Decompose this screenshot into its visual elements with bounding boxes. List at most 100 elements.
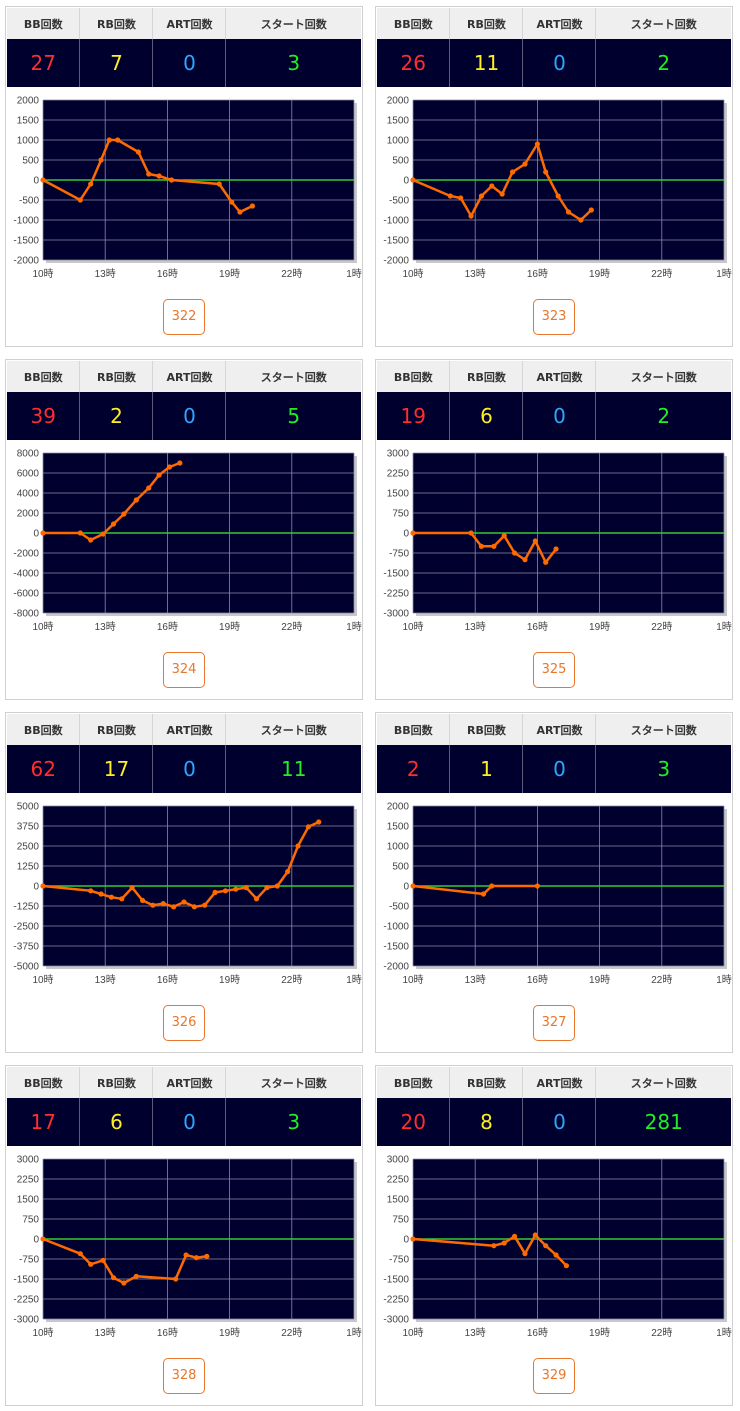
stats-table: BB回数 RB回数 ART回数 スタート回数 27 7 0 3 xyxy=(7,8,361,87)
data-point xyxy=(160,901,166,907)
y-tick-label: 1000 xyxy=(387,136,410,147)
machine-number-button[interactable]: 326 xyxy=(163,1005,205,1041)
data-point xyxy=(285,869,291,875)
machine-number-button[interactable]: 322 xyxy=(163,299,205,335)
y-tick-label: 5000 xyxy=(17,802,40,813)
bb-header: BB回数 xyxy=(7,1067,81,1098)
rb-header: RB回数 xyxy=(79,8,154,39)
y-tick-label: -750 xyxy=(389,1255,409,1266)
rb-count: 1 xyxy=(449,745,524,793)
data-point xyxy=(543,1243,549,1249)
x-tick-label: 10時 xyxy=(402,974,423,986)
data-point xyxy=(229,199,235,205)
data-point xyxy=(468,530,474,536)
y-tick-label: -2000 xyxy=(383,962,409,973)
y-tick-label: 1500 xyxy=(17,116,40,127)
series-line xyxy=(413,531,558,564)
x-tick-label: 16時 xyxy=(157,268,178,280)
x-tick-label: 1時 xyxy=(716,1327,732,1339)
data-point xyxy=(295,843,301,849)
data-point xyxy=(135,149,141,155)
data-point xyxy=(202,902,208,908)
series-line xyxy=(412,884,538,896)
y-tick-label: 1500 xyxy=(387,1195,410,1206)
data-point xyxy=(305,824,311,830)
bb-header: BB回数 xyxy=(377,361,451,392)
y-tick-label: -1000 xyxy=(13,216,39,227)
y-tick-label: -1500 xyxy=(383,1275,409,1286)
data-point xyxy=(491,1243,497,1249)
machine-number-button[interactable]: 328 xyxy=(163,1358,205,1394)
y-tick-label: 3000 xyxy=(17,1155,40,1166)
art-count: 0 xyxy=(522,745,597,793)
rb-header: RB回数 xyxy=(449,1067,524,1098)
data-point xyxy=(458,195,464,201)
data-point xyxy=(88,537,94,543)
machine-card: BB回数 RB回数 ART回数 スタート回数 17 6 0 3 3000 2250 1500 75… xyxy=(5,1065,363,1406)
x-tick-label: 16時 xyxy=(157,1327,178,1339)
y-tick-label: -2000 xyxy=(383,256,409,267)
y-tick-label: 1500 xyxy=(387,116,410,127)
machine-card: BB回数 RB回数 ART回数 スタート回数 39 2 0 5 8000 6000 4000 20… xyxy=(5,359,363,700)
y-tick-label: 750 xyxy=(392,1215,409,1226)
y-tick-label: -1250 xyxy=(13,902,39,913)
x-tick-label: 13時 xyxy=(465,268,486,280)
start-count: 2 xyxy=(595,39,731,87)
data-point xyxy=(168,177,175,183)
stats-table: BB回数 RB回数 ART回数 スタート回数 19 6 0 2 xyxy=(377,361,731,440)
bb-header: BB回数 xyxy=(7,8,81,39)
y-tick-label: 3000 xyxy=(387,449,410,460)
data-point xyxy=(191,904,197,910)
data-point xyxy=(216,181,222,187)
art-count: 0 xyxy=(152,39,227,87)
start-count: 3 xyxy=(595,745,731,793)
machine-card: BB回数 RB回数 ART回数 スタート回数 19 6 0 2 3000 2250 1500 75… xyxy=(375,359,733,700)
machine-number-button[interactable]: 324 xyxy=(163,652,205,688)
machine-number-button[interactable]: 329 xyxy=(533,1358,575,1394)
bb-count: 62 xyxy=(7,745,81,793)
art-header: ART回数 xyxy=(522,1067,597,1098)
machine-card: BB回数 RB回数 ART回数 スタート回数 20 8 0 281 3000 2250 1500… xyxy=(375,1065,733,1406)
stats-table: BB回数 RB回数 ART回数 スタート回数 20 8 0 281 xyxy=(377,1067,731,1146)
data-point xyxy=(522,161,528,167)
machine-number-button[interactable]: 327 xyxy=(533,1005,575,1041)
art-count: 0 xyxy=(522,39,597,87)
x-tick-label: 13時 xyxy=(465,1327,486,1339)
bb-header: BB回数 xyxy=(377,714,451,745)
data-point xyxy=(491,543,497,549)
data-point xyxy=(108,894,115,900)
data-point xyxy=(489,183,495,189)
machine-number-button[interactable]: 323 xyxy=(533,299,575,335)
rb-count: 2 xyxy=(79,392,154,440)
data-point xyxy=(40,883,46,889)
y-tick-label: 1250 xyxy=(17,862,40,873)
data-point xyxy=(177,460,183,466)
data-point xyxy=(121,511,127,517)
x-tick-label: 16時 xyxy=(527,268,548,280)
x-tick-label: 10時 xyxy=(402,268,423,280)
machine-number-button[interactable]: 325 xyxy=(533,652,575,688)
data-point xyxy=(534,141,540,147)
data-point xyxy=(139,897,146,903)
art-header: ART回数 xyxy=(522,8,597,39)
x-tick-label: 13時 xyxy=(95,974,116,986)
x-tick-label: 1時 xyxy=(716,268,732,280)
x-tick-label: 10時 xyxy=(32,974,53,986)
art-header: ART回数 xyxy=(152,714,227,745)
data-point xyxy=(499,191,505,197)
art-header: ART回数 xyxy=(152,1067,227,1098)
y-tick-label: 1500 xyxy=(387,822,410,833)
bb-header: BB回数 xyxy=(7,361,81,392)
x-tick-label: 10時 xyxy=(32,1327,53,1339)
y-tick-label: -1500 xyxy=(13,1275,39,1286)
data-point xyxy=(156,472,162,478)
x-tick-label: 22時 xyxy=(281,1327,302,1339)
start-count: 3 xyxy=(225,39,361,87)
start-count: 11 xyxy=(225,745,361,793)
data-point xyxy=(522,1251,528,1257)
data-point xyxy=(501,533,507,539)
x-tick-label: 22時 xyxy=(651,621,672,633)
payout-chart: 5000 3750 2500 1250 0 -1250 -2500 -3750 -500010時… xyxy=(13,802,361,987)
